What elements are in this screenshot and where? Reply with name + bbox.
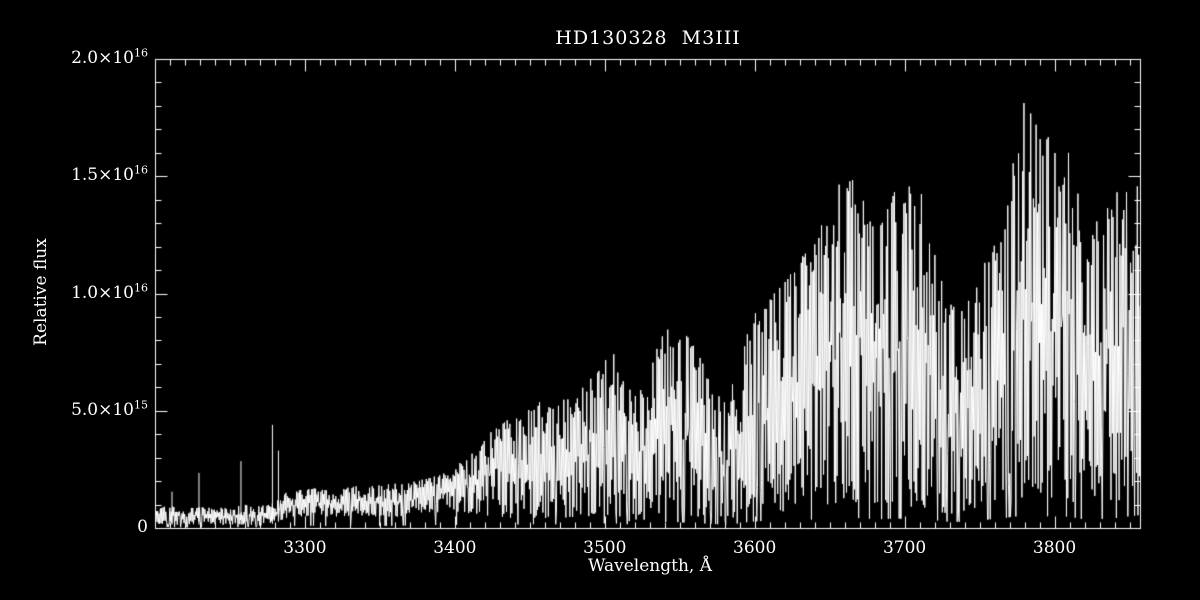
y-tick-label-0e15: 0 bbox=[137, 517, 148, 537]
x-tick-label-3300: 3300 bbox=[283, 538, 327, 558]
y-tick-label-20e15: 2.0×1016 bbox=[71, 46, 148, 68]
x-axis-title: Wavelength, Å bbox=[588, 556, 712, 576]
y-tick-label-5e15: 5.0×1015 bbox=[71, 398, 148, 420]
x-tick-label-3800: 3800 bbox=[1032, 538, 1077, 558]
y-tick-label-15e15: 1.5×1016 bbox=[71, 163, 148, 186]
y-tick-label-10e15: 1.0×1016 bbox=[71, 280, 148, 303]
chart-title: HD130328 M3III bbox=[555, 27, 741, 49]
x-tick-label-3600: 3600 bbox=[733, 538, 777, 558]
x-tick-label-3500: 3500 bbox=[583, 538, 627, 558]
x-tick-label-3400: 3400 bbox=[433, 538, 477, 558]
x-tick-label-3700: 3700 bbox=[882, 538, 927, 558]
